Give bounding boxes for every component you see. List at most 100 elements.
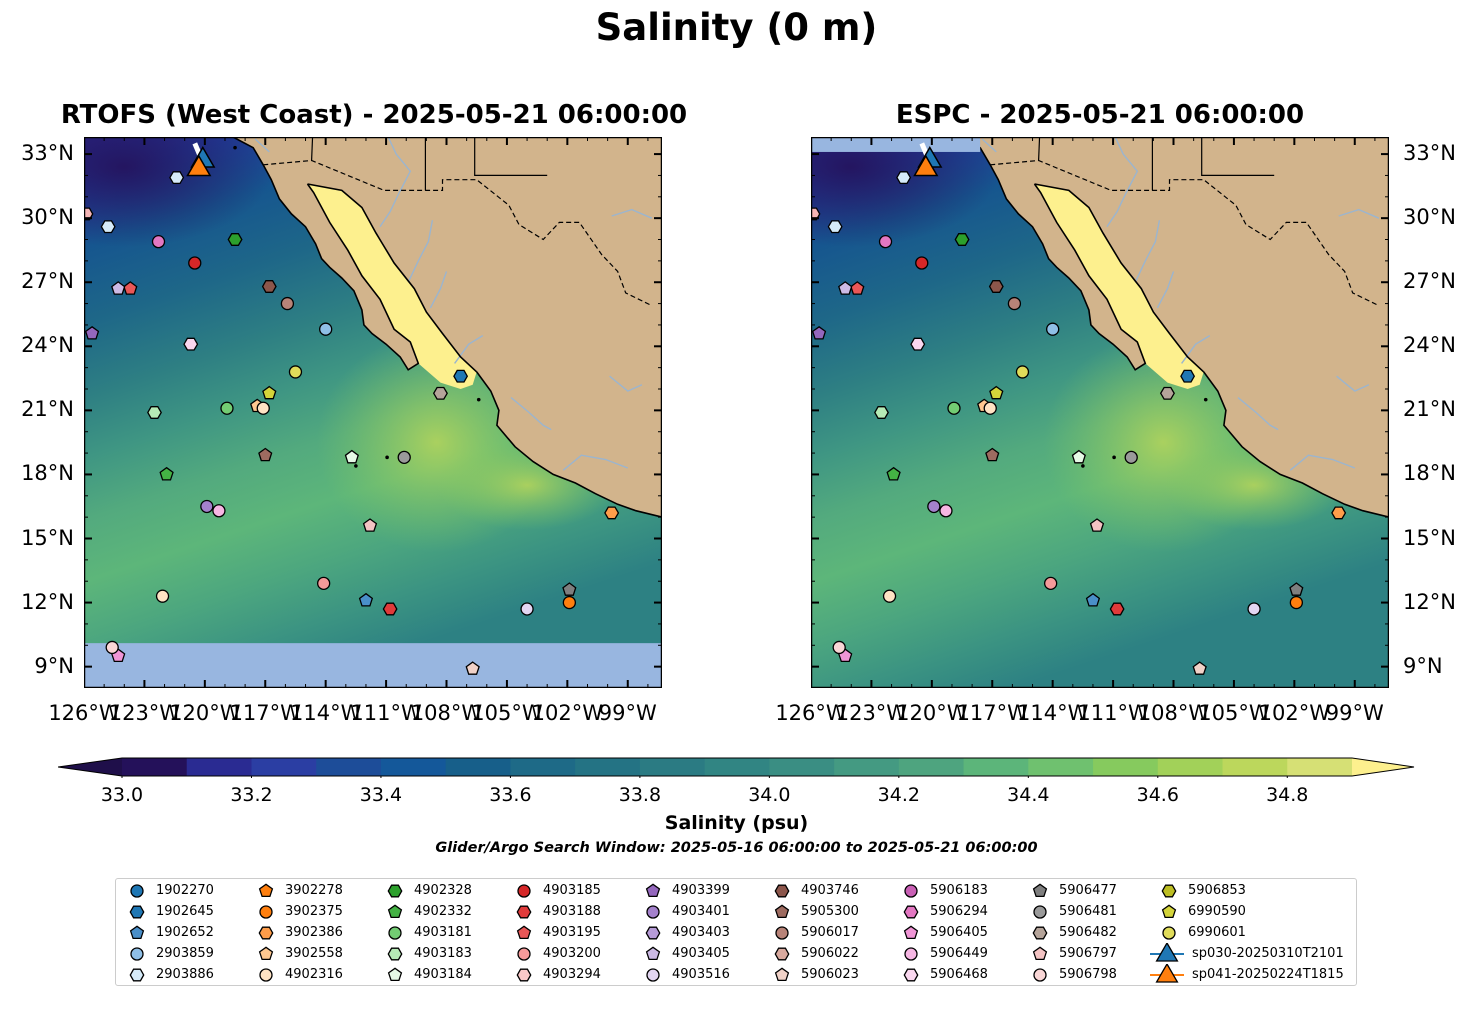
legend-marker (1162, 925, 1176, 940)
lon-tick-label: 111°W (350, 701, 422, 725)
land-mass (233, 137, 662, 518)
float-marker (562, 595, 577, 610)
legend-marker (774, 884, 790, 897)
float-marker (1192, 661, 1207, 675)
legend-label: 4902316 (285, 967, 343, 982)
float-marker (382, 602, 398, 616)
legend-marker (129, 924, 145, 939)
float-marker (947, 401, 961, 415)
legend-label: 5906797 (1059, 946, 1117, 961)
float-marker (827, 220, 843, 234)
lat-tick-label: 27°N (21, 269, 74, 294)
legend-label: 3902278 (285, 883, 343, 898)
legend-marker (387, 884, 403, 897)
glider-marker (186, 154, 212, 177)
legend-item: 4903405 (642, 943, 730, 964)
legend-marker (645, 882, 661, 897)
legend-marker (645, 945, 661, 960)
float-marker (288, 365, 303, 379)
colorbar-tick-label: 33.8 (618, 784, 662, 806)
espc-map-panel (811, 137, 1389, 688)
float-marker (453, 369, 469, 383)
lat-tick-label: 24°N (21, 333, 74, 358)
legend-label: 6990601 (1188, 925, 1246, 940)
colorbar-label: Salinity (psu) (664, 812, 809, 834)
float-marker (432, 386, 448, 400)
lon-tick-label: 123°W (835, 701, 908, 725)
legend-marker (1161, 884, 1177, 897)
colorbar-tick-label: 34.6 (1136, 784, 1179, 806)
legend-marker (646, 904, 660, 919)
float-marker (200, 499, 214, 514)
legend-item: 5906022 (771, 943, 859, 964)
legend-item: 4903746 (771, 880, 859, 901)
lon-tick-label: 108°W (1137, 701, 1210, 725)
lon-tick-label: 99°W (598, 701, 657, 725)
legend-item: 1902645 (126, 901, 214, 922)
legend-item: 4903516 (642, 964, 730, 985)
legend-item: 4903195 (513, 922, 601, 943)
colorbar-tick-label: 33.6 (489, 784, 532, 806)
legend-marker (129, 968, 145, 981)
colorbar-tick-label: 34.2 (877, 784, 920, 806)
float-marker (988, 280, 1004, 293)
float-marker (1331, 506, 1347, 520)
legend-marker (1032, 945, 1048, 960)
lon-tick-label: 99°W (1325, 701, 1384, 725)
legend-label: 4903184 (414, 967, 472, 982)
legend-marker (1161, 903, 1177, 918)
float-marker (896, 171, 912, 185)
float-marker (1124, 450, 1138, 464)
colorbar-tick-label: 34.4 (1007, 784, 1050, 806)
float-marker (147, 406, 162, 419)
float-marker (838, 281, 853, 295)
legend-marker (387, 903, 403, 918)
legend-label: 5906449 (930, 946, 988, 961)
lon-tick-label: 120°W (896, 701, 968, 725)
legend-item: 4903401 (642, 901, 730, 922)
lat-tick-label: 33°N (1403, 141, 1456, 166)
float-marker (910, 337, 926, 351)
legend-item: 3902558 (255, 943, 343, 964)
legend-marker (388, 925, 402, 940)
glider-marker (913, 154, 939, 177)
legend-item: 5906405 (900, 922, 988, 943)
legend-marker (775, 925, 789, 940)
map-title-rtofs: RTOFS (West Coast) - 2025-05-21 06:00:00 (60, 100, 688, 130)
lon-tick-label: 120°W (169, 701, 241, 725)
legend-label: 2903859 (156, 946, 214, 961)
float-marker (850, 281, 865, 295)
legend-label: 4903401 (672, 904, 730, 919)
legend-label: 4903405 (672, 946, 730, 961)
lat-tick-label: 21°N (21, 397, 74, 422)
legend-label: sp041-20250224T1815 (1192, 967, 1344, 982)
legend-marker (387, 947, 403, 960)
float-marker (358, 592, 374, 607)
lon-tick-label: 102°W (531, 701, 604, 725)
lon-tick-label: 117°W (229, 701, 301, 725)
lat-tick-label: 30°N (21, 205, 74, 230)
legend-marker (903, 968, 919, 981)
legend-label: 5906017 (801, 925, 859, 940)
legend-label: 4902328 (414, 883, 472, 898)
legend-item: 4903200 (513, 943, 601, 964)
legend-marker (516, 968, 532, 981)
legend-item: 5906853 (1158, 880, 1246, 901)
float-marker (1289, 595, 1304, 610)
legend-label: 1902645 (156, 904, 214, 919)
legend-item: 5906183 (900, 880, 988, 901)
rtofs-map-panel (84, 137, 662, 688)
float-marker (397, 450, 411, 464)
float-marker (1007, 296, 1022, 311)
legend-glider-marker (1155, 942, 1179, 962)
legend-item: 1902270 (126, 880, 214, 901)
legend-label: 5906294 (930, 904, 988, 919)
legend-marker (645, 926, 661, 939)
legend-item-glider: sp041-20250224T1815 (1150, 963, 1344, 985)
lat-tick-label: 15°N (21, 525, 74, 550)
legend-marker (129, 905, 145, 918)
legend-label: 5906482 (1059, 925, 1117, 940)
legend-item: 4903188 (513, 901, 601, 922)
legend-label: 4903185 (543, 883, 601, 898)
legend-marker (516, 905, 532, 918)
